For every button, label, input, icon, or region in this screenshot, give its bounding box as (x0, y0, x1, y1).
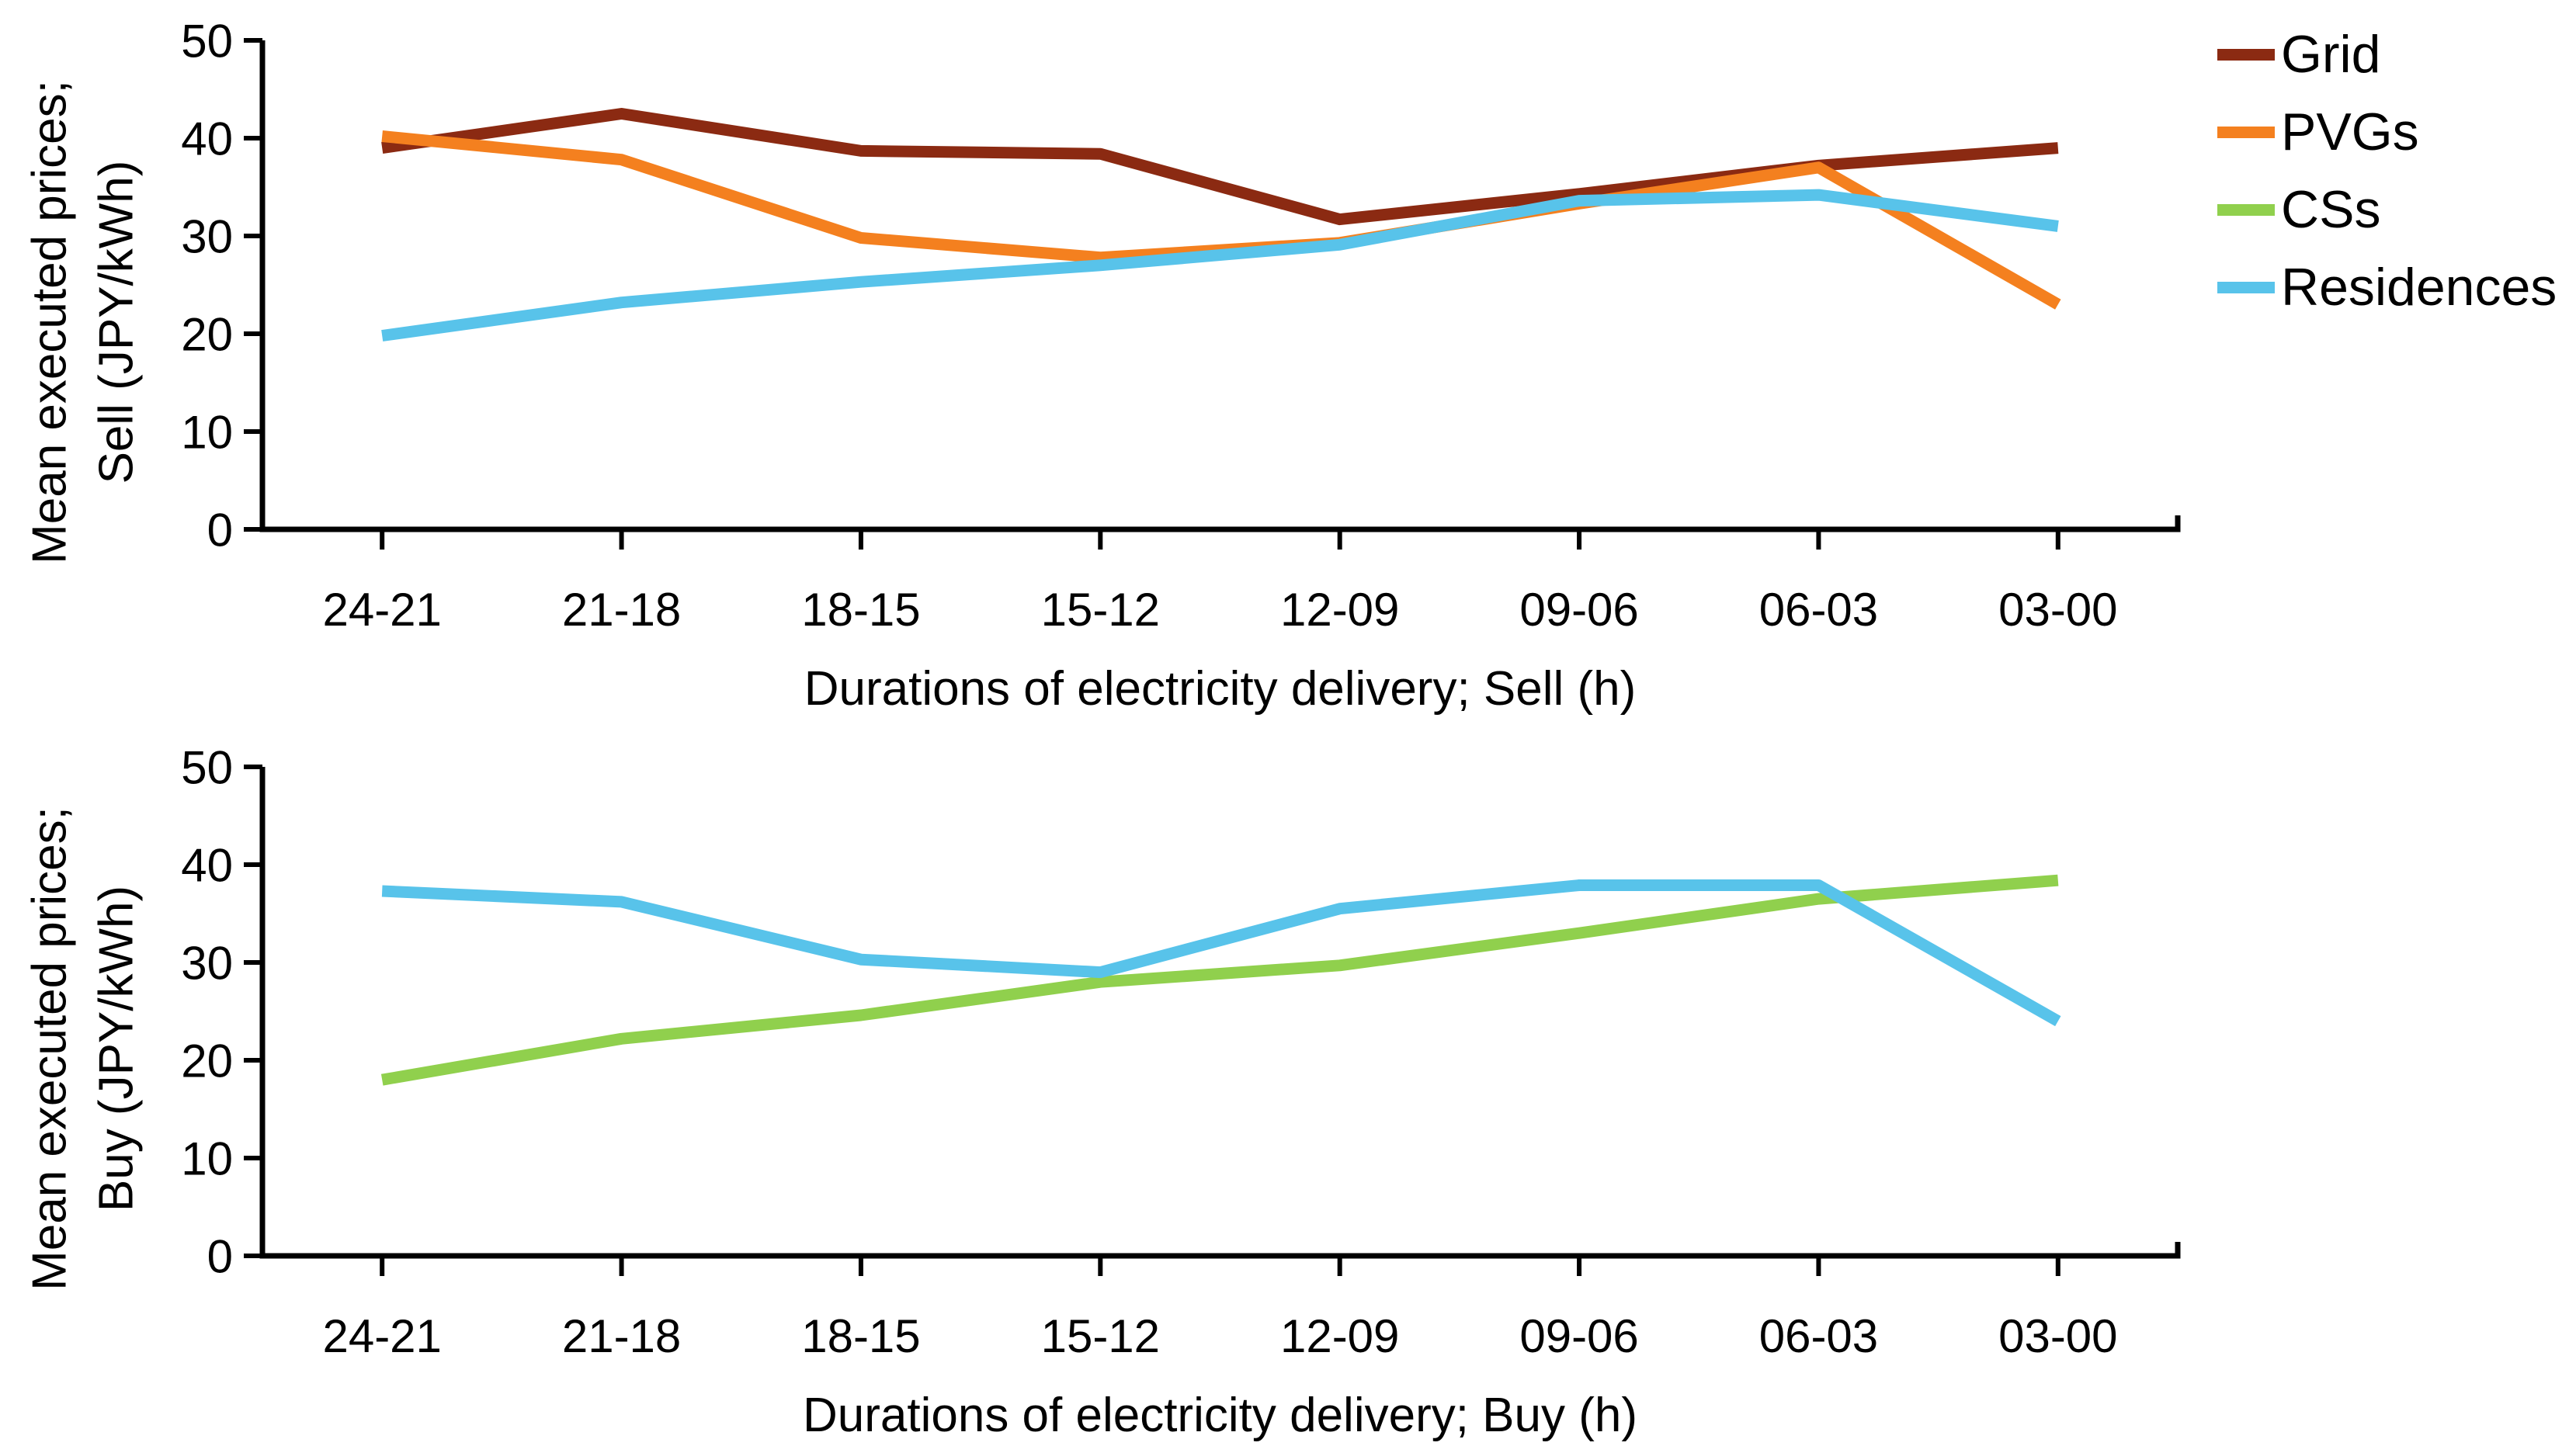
sell-axis (259, 40, 2181, 532)
x-tick-label: 21-18 (562, 584, 681, 636)
residences-line (381, 879, 2061, 1027)
y-tick-label: 20 (181, 1035, 233, 1087)
y-tick-label: 20 (181, 309, 233, 361)
pvgs-line-swatch (2217, 126, 2275, 138)
y-tick-label: 30 (181, 938, 233, 990)
x-axis-title: Durations of electricity delivery; Sell … (804, 662, 1637, 716)
buy-chart: 0 10 20 30 40 50 24-21 21-18 18-15 15-12 12-09 09-0… (23, 742, 2181, 1442)
y-tick-label: 10 (181, 407, 233, 459)
legend-label-pvgs: PVGs (2281, 102, 2419, 161)
y-tick-label: 40 (181, 113, 233, 165)
y-tick-label: 0 (207, 505, 233, 557)
y-tick-label: 30 (181, 211, 233, 263)
x-tick-label: 15-12 (1041, 1310, 1160, 1362)
x-tick-label: 24-21 (322, 584, 441, 636)
x-tick-label: 15-12 (1041, 584, 1160, 636)
legend-item-pvgs: PVGs (2217, 93, 2557, 171)
legend-label-grid: Grid (2281, 25, 2381, 84)
x-tick-label: 03-00 (1998, 1310, 2117, 1362)
y-axis-title: Buy (JPY/kWh) (89, 886, 143, 1212)
y-tick-label: 10 (181, 1133, 233, 1185)
x-tick-label: 12-09 (1280, 584, 1399, 636)
y-tick-label: 50 (181, 742, 233, 794)
x-tick-label: 03-00 (1998, 584, 2117, 636)
legend-item-grid: Grid (2217, 16, 2557, 93)
y-axis-title: Sell (JPY/kWh) (89, 161, 143, 484)
legend-item-css: CSs (2217, 171, 2557, 248)
y-axis-title: Mean executed prices; (23, 80, 76, 564)
x-tick-label: 18-15 (801, 1310, 920, 1362)
y-tick-label: 40 (181, 840, 233, 892)
css-line-swatch (2217, 203, 2275, 216)
y-tick-label: 0 (207, 1231, 233, 1283)
legend-label-residences: Residences (2281, 258, 2557, 317)
y-axis-title: Mean executed prices; (23, 806, 76, 1291)
legend: Grid PVGs CSs Residences (2217, 16, 2557, 326)
x-tick-label: 06-03 (1759, 1310, 1878, 1362)
legend-label-css: CSs (2281, 180, 2381, 239)
legend-item-residences: Residences (2217, 248, 2557, 326)
x-tick-label: 18-15 (801, 584, 920, 636)
residences-line (381, 189, 2059, 342)
grid-line-swatch (2217, 48, 2275, 61)
x-axis-title: Durations of electricity delivery; Buy (… (803, 1389, 1637, 1442)
sell-chart: 0 10 20 30 40 50 24-21 21-18 18-15 15-12 12-09 09-0… (23, 16, 2181, 716)
x-tick-label: 21-18 (562, 1310, 681, 1362)
residences-line-swatch (2217, 281, 2275, 293)
x-tick-label: 24-21 (322, 1310, 441, 1362)
x-tick-label: 09-06 (1519, 584, 1638, 636)
y-tick-label: 50 (181, 16, 233, 68)
css-line (380, 874, 2059, 1086)
x-tick-label: 06-03 (1759, 584, 1878, 636)
buy-axis (259, 767, 2181, 1259)
x-tick-label: 12-09 (1280, 1310, 1399, 1362)
x-tick-label: 09-06 (1519, 1310, 1638, 1362)
